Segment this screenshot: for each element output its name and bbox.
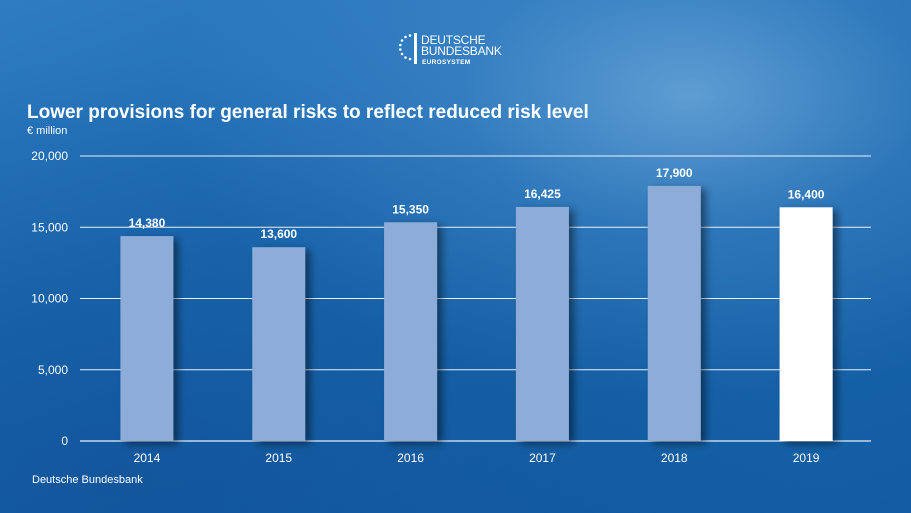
bar-2019: [779, 207, 833, 441]
x-tick-label: 2019: [793, 451, 820, 465]
bundesbank-logo: DEUTSCHE BUNDESBANK EUROSYSTEM: [397, 33, 517, 73]
logo-line-bundesbank: BUNDESBANK: [421, 44, 502, 58]
y-tick-label: 10,000: [31, 292, 68, 306]
logo-wordmark: DEUTSCHE BUNDESBANK: [421, 33, 502, 58]
y-tick-label: 0: [61, 434, 68, 448]
x-tick-label: 2018: [661, 451, 688, 465]
bar-2016: [384, 222, 438, 441]
y-tick-label: 15,000: [31, 220, 68, 234]
x-tick-label: 2016: [397, 451, 424, 465]
logo-divider: [414, 33, 417, 64]
x-tick-label: 2017: [529, 451, 556, 465]
data-label: 13,600: [260, 227, 297, 241]
data-label: 17,900: [656, 166, 693, 180]
logo-line-eurosystem: EUROSYSTEM: [422, 59, 471, 66]
bar-2014: [120, 236, 174, 441]
data-label: 15,350: [392, 202, 429, 216]
y-tick-label: 20,000: [31, 149, 68, 163]
logo-line-deutsche: DEUTSCHE: [421, 33, 486, 47]
chart-title: Lower provisions for general risks to re…: [27, 102, 589, 123]
x-tick-label: 2015: [265, 451, 292, 465]
bar-2017: [515, 206, 569, 441]
eu-stars-icon: [399, 34, 412, 61]
y-axis-unit-label: € million: [27, 125, 68, 137]
data-label: 14,380: [129, 216, 166, 230]
data-label: 16,425: [524, 187, 561, 201]
bar-2018: [647, 185, 701, 441]
y-tick-label: 5,000: [38, 363, 68, 377]
source-note: Deutsche Bundesbank: [32, 474, 143, 486]
data-label: 16,400: [788, 187, 825, 201]
bar-2015: [252, 247, 306, 441]
x-tick-label: 2014: [134, 451, 161, 465]
